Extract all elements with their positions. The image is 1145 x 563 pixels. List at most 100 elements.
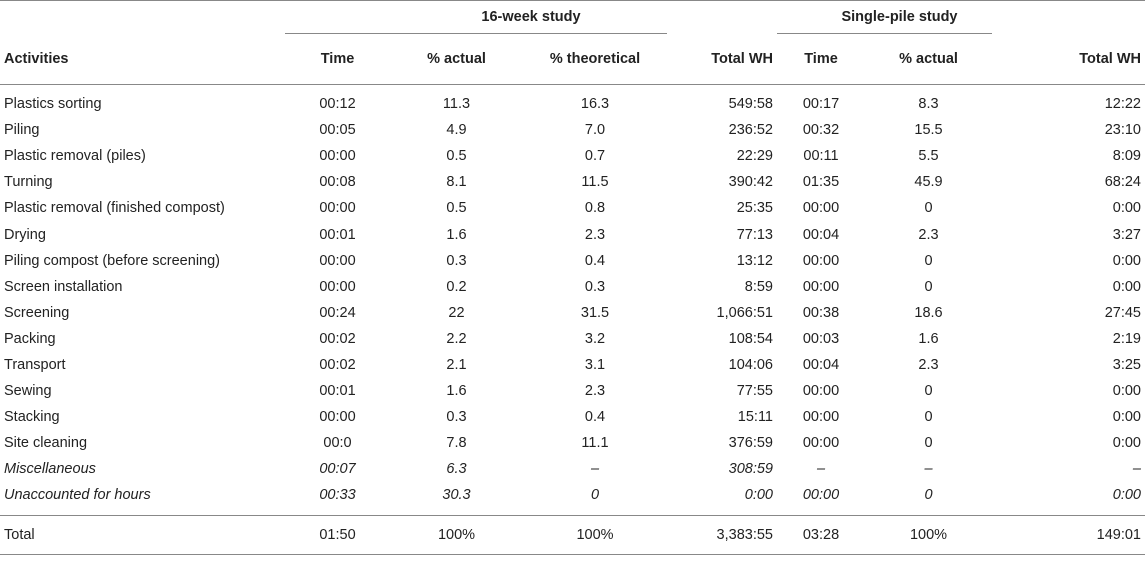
cell-actual-single: 0 <box>924 252 933 269</box>
table-row: Plastic removal (piles) 00:00 0.5 0.7 22:29 0… <box>0 143 1145 169</box>
cell-total-wh-single: 68:24 <box>1104 174 1141 191</box>
group-header-row: 16-week study Single-pile study <box>0 1 1145 34</box>
table-row: Screening 00:24 22 31.5 1,066:51 00:38 18.6 27:… <box>0 300 1145 326</box>
cell-theoretical-16: 11.5 <box>581 174 609 191</box>
cell-time-single: 00:00 <box>802 487 840 504</box>
cell-actual-single: 2.3 <box>918 226 939 243</box>
cell-total-wh-16: 236:52 <box>728 122 773 139</box>
cell-actual-single: 0 <box>924 383 933 400</box>
cell-time-single: 00:38 <box>802 304 840 321</box>
cell-time-single: 00:32 <box>802 122 840 139</box>
cell-time-16: 00:07 <box>319 461 356 478</box>
cell-actual-16: 4.9 <box>446 122 467 139</box>
cell-activity: Unaccounted for hours <box>4 487 151 504</box>
col-header-actual-single: % actual <box>865 33 992 85</box>
cell-total-wh-single: 0:00 <box>1112 435 1141 452</box>
cell-total-wh-single: 2:19 <box>1112 330 1141 347</box>
cell-total-wh-16: 1,066:51 <box>716 304 773 321</box>
cell-time-single: 01:35 <box>802 174 840 191</box>
cell-activity: Site cleaning <box>4 435 88 452</box>
cell-activity: Screen installation <box>4 278 123 295</box>
cell-actual-single: 15.5 <box>914 122 943 139</box>
cell-actual-single: 8.3 <box>918 96 939 113</box>
cell-total-wh-single: 0:00 <box>1112 200 1141 217</box>
cell-total-wh-16: 549:58 <box>728 96 773 113</box>
cell-actual-single: – <box>924 461 933 478</box>
table-row: Piling 00:05 4.9 7.0 236:52 00:32 15.5 23:10 <box>0 117 1145 143</box>
cell-time-single: 00:17 <box>802 96 840 113</box>
cell-actual-16: 0.2 <box>446 278 467 295</box>
cell-actual-16: 1.6 <box>446 226 467 243</box>
total-label: Total <box>0 514 285 555</box>
cell-actual-single: 0 <box>924 487 933 504</box>
cell-theoretical-16: – <box>590 461 600 478</box>
cell-time-16: 00:05 <box>319 122 356 139</box>
cell-activity: Plastic removal (finished compost) <box>4 200 225 217</box>
cell-theoretical-16: 3.1 <box>584 356 606 373</box>
total-row: Total 01:50 100% 100% 3,383:55 03:28 100… <box>0 514 1145 555</box>
col-header-actual-16: % actual <box>390 33 523 85</box>
cell-actual-single: 0 <box>924 435 933 452</box>
cell-actual-single: 2.3 <box>918 356 939 373</box>
cell-actual-16: 1.6 <box>446 383 467 400</box>
cell-theoretical-16: 0.7 <box>584 148 606 165</box>
cell-theoretical-16: 7.0 <box>584 122 606 139</box>
cell-activity: Plastic removal (piles) <box>4 148 146 165</box>
cell-actual-16: 8.1 <box>446 174 467 191</box>
cell-total-wh-16: 77:55 <box>736 383 773 400</box>
cell-time-16: 00:12 <box>319 96 356 113</box>
total-theoretical-16: 100% <box>523 514 667 555</box>
cell-total-wh-single: 3:27 <box>1112 226 1141 243</box>
col-header-time-16: Time <box>285 33 390 85</box>
total-actual-16: 100% <box>390 514 523 555</box>
cell-time-single: 00:11 <box>803 148 839 165</box>
cell-total-wh-16: 390:42 <box>728 174 773 191</box>
cell-time-16: 00:00 <box>319 409 356 426</box>
cell-theoretical-16: 31.5 <box>580 304 610 321</box>
cell-time-single: 00:00 <box>802 278 840 295</box>
table-row: Stacking 00:00 0.3 0.4 15:11 00:00 0 0:00 <box>0 404 1145 430</box>
cell-time-16: 00:00 <box>319 200 356 217</box>
cell-activity: Sewing <box>4 383 52 400</box>
cell-time-single: 00:04 <box>802 226 840 243</box>
cell-activity: Screening <box>4 304 70 321</box>
cell-time-16: 00:02 <box>319 330 356 347</box>
cell-actual-16: 0.3 <box>446 252 467 269</box>
cell-theoretical-16: 2.3 <box>584 383 606 400</box>
cell-actual-single: 18.6 <box>914 304 943 321</box>
cell-time-16: 00:01 <box>319 383 356 400</box>
total-wh-16: 3,383:55 <box>667 514 777 555</box>
cell-total-wh-single: 3:25 <box>1112 356 1141 373</box>
cell-activity: Piling compost (before screening) <box>4 252 220 269</box>
cell-actual-single: 0 <box>924 409 933 426</box>
cell-total-wh-16: 104:06 <box>728 356 773 373</box>
table-row: Drying 00:01 1.6 2.3 77:13 00:04 2.3 3:27 <box>0 221 1145 247</box>
cell-total-wh-single: 0:00 <box>1112 487 1141 504</box>
cell-actual-16: 0.3 <box>446 409 467 426</box>
cell-time-16: 00:24 <box>319 304 356 321</box>
cell-time-16: 00:33 <box>319 487 356 504</box>
cell-total-wh-single: 0:00 <box>1112 383 1141 400</box>
cell-total-wh-single: 12:22 <box>1104 96 1141 113</box>
cell-actual-single: 0 <box>924 278 933 295</box>
cell-activity: Miscellaneous <box>4 461 96 478</box>
group-header-16-week: 16-week study <box>285 1 667 34</box>
cell-total-wh-16: 13:12 <box>736 252 773 269</box>
cell-activity: Transport <box>4 356 66 373</box>
cell-activity: Plastics sorting <box>4 96 102 113</box>
cell-activity: Stacking <box>4 409 60 426</box>
table-row: Packing 00:02 2.2 3.2 108:54 00:03 1.6 2:19 <box>0 326 1145 352</box>
cell-activity: Packing <box>4 330 56 347</box>
cell-time-16: 00:08 <box>319 174 356 191</box>
col-header-theoretical-16: % theoretical <box>523 33 667 85</box>
cell-time-single: 00:00 <box>802 200 840 217</box>
col-header-total-wh-single: Total WH <box>992 33 1145 85</box>
cell-time-16: 00:01 <box>319 226 356 243</box>
cell-actual-16: 30.3 <box>442 487 471 504</box>
cell-time-16: 00:00 <box>319 148 356 165</box>
cell-actual-single: 0 <box>924 200 933 217</box>
cell-total-wh-16: 77:13 <box>736 226 773 243</box>
cell-total-wh-single: – <box>1132 461 1141 478</box>
cell-time-single: 00:00 <box>802 409 840 426</box>
cell-total-wh-single: 27:45 <box>1104 304 1141 321</box>
